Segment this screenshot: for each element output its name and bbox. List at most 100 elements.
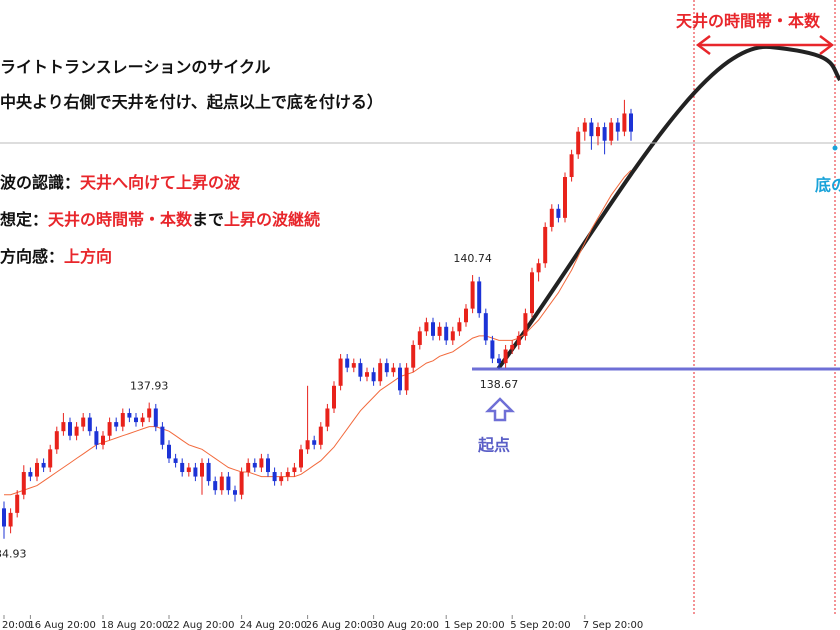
candle-body bbox=[167, 444, 171, 459]
candle-body bbox=[226, 476, 231, 491]
candle-body bbox=[596, 127, 600, 137]
candle-body bbox=[543, 226, 548, 264]
candle-body bbox=[378, 363, 383, 382]
candle-body bbox=[147, 408, 152, 418]
bottom-window-dot bbox=[832, 145, 838, 151]
candle-body bbox=[563, 177, 567, 218]
x-tick-label: 1 Sep 20:00 bbox=[444, 620, 504, 630]
x-tick-label: 16 Aug 20:00 bbox=[28, 620, 95, 630]
candle-body bbox=[464, 308, 468, 323]
candle-body bbox=[536, 263, 541, 273]
candle-body bbox=[213, 481, 218, 491]
top-window-label: 天井の時間帯・本数 bbox=[676, 12, 821, 31]
candle-body bbox=[444, 326, 449, 341]
candle-body bbox=[318, 426, 323, 445]
note-line: 方向感：上方向 bbox=[0, 247, 112, 266]
candle-body bbox=[41, 462, 46, 468]
candle-body bbox=[21, 472, 26, 495]
candle-body bbox=[365, 372, 369, 377]
note-part: まで bbox=[192, 210, 224, 229]
candle-body bbox=[497, 358, 501, 364]
candle-body bbox=[101, 435, 105, 445]
candle-body bbox=[81, 417, 86, 427]
x-tick-label: 26 Aug 20:00 bbox=[306, 620, 373, 630]
candle-body bbox=[107, 422, 112, 436]
window-arrow bbox=[695, 35, 835, 55]
candle-body bbox=[87, 417, 92, 432]
candle-body bbox=[299, 449, 303, 468]
candle-body bbox=[285, 472, 290, 477]
candle-body bbox=[516, 335, 521, 345]
candle-body bbox=[332, 385, 336, 409]
candle-body bbox=[246, 462, 251, 473]
x-tick-label: 5 Sep 20:00 bbox=[510, 620, 570, 630]
candle-body bbox=[450, 331, 455, 341]
candle-body bbox=[200, 462, 204, 477]
candle-body bbox=[305, 440, 310, 450]
x-tick-label: 30 Aug 20:00 bbox=[372, 620, 439, 630]
candle-body bbox=[345, 358, 350, 368]
candle-body bbox=[160, 426, 165, 445]
candle-body bbox=[140, 417, 145, 423]
price-label: 138.67 bbox=[480, 378, 519, 391]
candle-body bbox=[134, 417, 138, 423]
note-part: 方向感： bbox=[0, 247, 64, 266]
candle-body bbox=[94, 431, 99, 445]
candle-body bbox=[391, 367, 396, 373]
candle-body bbox=[338, 358, 343, 386]
candle-body bbox=[483, 313, 488, 341]
candle-body bbox=[437, 326, 442, 336]
candle-body bbox=[153, 408, 158, 427]
candle-body bbox=[569, 154, 574, 178]
candle-body bbox=[68, 422, 72, 436]
candle-body bbox=[325, 408, 330, 427]
candle-body bbox=[8, 512, 13, 527]
x-tick-label: 7 Sep 20:00 bbox=[583, 620, 643, 630]
note-part: 上方向 bbox=[64, 247, 112, 266]
candle-body bbox=[411, 344, 416, 368]
note-line: 想定：天井の時間帯・本数まで上昇の波継続 bbox=[0, 210, 320, 229]
cycle-curve bbox=[496, 44, 840, 371]
candle-body bbox=[417, 331, 422, 345]
x-tick-label: 18 Aug 20:00 bbox=[101, 620, 168, 630]
candle-body bbox=[470, 281, 475, 309]
candle-body bbox=[239, 472, 244, 495]
candle-body bbox=[615, 122, 620, 132]
candle-body bbox=[477, 281, 482, 314]
candle-body bbox=[351, 363, 356, 368]
candle-body bbox=[180, 462, 185, 473]
candle-body bbox=[206, 462, 211, 482]
candle-body bbox=[371, 372, 376, 382]
candle-body bbox=[602, 127, 607, 141]
candle-body bbox=[48, 449, 53, 468]
candle-body bbox=[186, 467, 191, 473]
candle-body bbox=[259, 458, 264, 468]
title: ライトトランスレーションのサイクル bbox=[0, 58, 271, 77]
start-arrow bbox=[484, 397, 516, 422]
candle-body bbox=[510, 344, 515, 350]
price-label: 134.93 bbox=[0, 548, 27, 561]
candle-body bbox=[556, 208, 561, 218]
candle-body bbox=[384, 363, 389, 373]
candle-body bbox=[490, 340, 495, 359]
candle-body bbox=[424, 322, 429, 332]
x-tick-label: 24 Aug 20:00 bbox=[240, 620, 307, 630]
candle-body bbox=[54, 431, 59, 450]
candle-body bbox=[622, 113, 627, 132]
note-line: 波の認識：天井へ向けて上昇の波 bbox=[0, 173, 241, 192]
price-label: 140.74 bbox=[453, 252, 492, 265]
note-part: 天井の時間帯・本数 bbox=[48, 210, 193, 229]
candle-body bbox=[576, 131, 581, 155]
candle-body bbox=[398, 367, 402, 391]
candle-body bbox=[530, 272, 534, 314]
candle-body bbox=[2, 508, 6, 527]
candle-body bbox=[431, 322, 435, 336]
candle-body bbox=[523, 313, 528, 336]
candle-body bbox=[358, 363, 363, 377]
candle-body bbox=[193, 467, 198, 477]
price-label: 137.93 bbox=[130, 380, 169, 393]
note-part: 天井へ向けて上昇の波 bbox=[80, 173, 241, 192]
note-part: 波の認識： bbox=[0, 173, 80, 192]
candle-body bbox=[61, 422, 66, 432]
candle-body bbox=[219, 476, 224, 491]
